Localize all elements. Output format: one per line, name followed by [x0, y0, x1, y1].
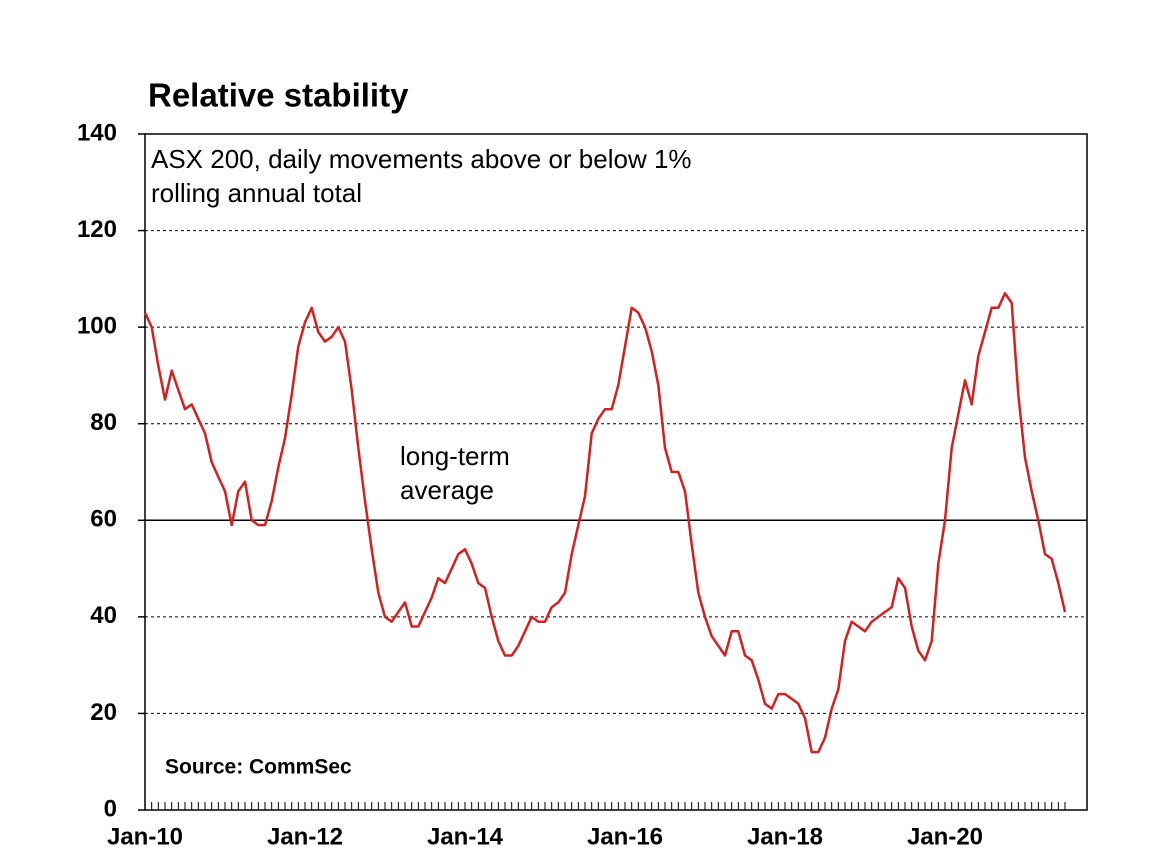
x-tick-label: Jan-10 — [107, 823, 183, 850]
x-tick-label: Jan-18 — [747, 823, 823, 850]
y-tick-label: 60 — [90, 506, 117, 533]
y-tick-label: 20 — [90, 699, 117, 726]
plot-frame — [144, 133, 1088, 811]
y-tick-label: 0 — [104, 795, 117, 822]
subtitle: rolling annual total — [151, 178, 362, 208]
y-tick-label: 80 — [90, 409, 117, 436]
annotation: average — [400, 475, 494, 505]
y-tick-label: 100 — [77, 312, 117, 339]
x-tick-label: Jan-12 — [267, 823, 343, 850]
source: Source: CommSec — [165, 756, 352, 779]
y-tick-label: 120 — [77, 216, 117, 243]
x-tick-label: Jan-20 — [907, 823, 983, 850]
x-tick-label: Jan-16 — [587, 823, 663, 850]
chart-title: Relative stability — [148, 77, 409, 114]
annotation: long-term — [400, 441, 510, 471]
subtitle: ASX 200, daily movements above or below … — [151, 144, 692, 174]
x-tick-label: Jan-14 — [427, 823, 504, 850]
y-tick-label: 40 — [90, 602, 117, 629]
y-tick-label: 140 — [77, 119, 117, 146]
data-line — [143, 292, 1067, 754]
